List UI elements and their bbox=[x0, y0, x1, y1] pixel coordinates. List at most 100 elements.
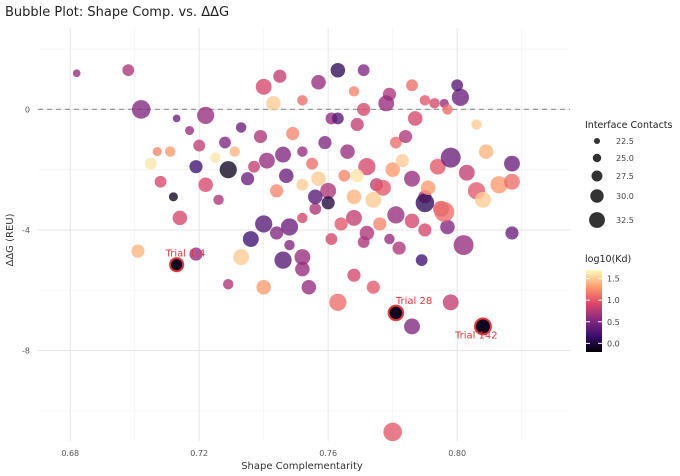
bubble bbox=[406, 79, 418, 92]
bubble bbox=[229, 146, 240, 157]
bubble bbox=[280, 218, 299, 236]
bubble bbox=[440, 219, 455, 235]
bubble bbox=[306, 157, 318, 170]
bubble bbox=[429, 98, 440, 109]
size-legend-label: 32.5 bbox=[616, 216, 634, 225]
bubble bbox=[168, 192, 178, 202]
bubble bbox=[378, 95, 395, 112]
bubble bbox=[419, 95, 431, 106]
bubble bbox=[301, 279, 317, 295]
bubble bbox=[384, 233, 395, 245]
bubble bbox=[340, 144, 355, 159]
bubble bbox=[504, 155, 520, 172]
bubble bbox=[248, 160, 260, 173]
bubble bbox=[429, 158, 446, 175]
bubble bbox=[385, 162, 400, 177]
bubble bbox=[279, 168, 294, 183]
bubble bbox=[420, 180, 436, 196]
bubble bbox=[275, 146, 291, 163]
x-tick-label: 0.76 bbox=[319, 449, 337, 458]
bubble bbox=[451, 88, 469, 106]
bubble bbox=[274, 251, 292, 269]
bubble bbox=[297, 146, 308, 157]
bubble bbox=[357, 236, 370, 248]
bubble bbox=[242, 231, 259, 247]
bubble bbox=[471, 119, 482, 130]
bubble bbox=[418, 223, 432, 237]
annotation-label: Trial 28 bbox=[395, 296, 432, 307]
color-legend-label: 0.0 bbox=[607, 339, 620, 348]
annotations: Trial 1:4 Trial 28 Trial 142 bbox=[165, 249, 498, 342]
bubble bbox=[320, 182, 337, 199]
size-legend-swatch bbox=[593, 137, 601, 145]
bubble bbox=[172, 210, 188, 226]
bubble bbox=[387, 206, 405, 224]
annotation-label: Trial 1:4 bbox=[165, 249, 206, 260]
highlighted-bubble bbox=[387, 304, 405, 322]
bubble bbox=[407, 111, 423, 126]
bubble bbox=[219, 161, 237, 179]
bubble bbox=[415, 193, 435, 213]
y-axis-title: ΔΔG (REU) bbox=[5, 213, 16, 266]
bubble bbox=[350, 169, 364, 183]
bubble bbox=[152, 147, 162, 157]
bubble bbox=[357, 102, 371, 116]
bubble bbox=[318, 135, 332, 150]
bubble bbox=[442, 104, 453, 115]
bubble bbox=[475, 191, 491, 208]
bubble bbox=[404, 170, 420, 187]
bubble bbox=[490, 176, 508, 194]
bubble bbox=[398, 129, 413, 144]
bubble bbox=[273, 69, 287, 83]
y-tick-label: -8 bbox=[22, 347, 30, 356]
bubble bbox=[334, 217, 348, 231]
size-legend-label: 30.0 bbox=[616, 192, 634, 201]
bubble bbox=[189, 247, 203, 261]
color-legend-label: 1.0 bbox=[607, 296, 620, 305]
size-legend-title: Interface Contacts bbox=[585, 120, 673, 131]
bubble bbox=[213, 194, 224, 206]
x-axis: 0.68 0.72 0.76 0.80 bbox=[61, 449, 466, 458]
bubble bbox=[347, 268, 361, 282]
bubble bbox=[210, 152, 221, 163]
bubble bbox=[389, 136, 402, 149]
bubble bbox=[357, 64, 370, 77]
bubble bbox=[253, 129, 268, 144]
bubble bbox=[504, 173, 520, 190]
bubble bbox=[131, 244, 145, 258]
bubble bbox=[308, 189, 323, 205]
bubble bbox=[451, 79, 464, 92]
bubble bbox=[404, 213, 420, 229]
grid bbox=[38, 28, 570, 441]
bubble bbox=[442, 294, 459, 311]
x-tick-label: 0.68 bbox=[61, 449, 79, 458]
x-tick-label: 0.72 bbox=[190, 449, 208, 458]
color-legend-label: 1.5 bbox=[607, 275, 620, 284]
highlighted-bubble bbox=[474, 317, 492, 336]
y-tick-label: 0 bbox=[25, 105, 30, 114]
bubble bbox=[478, 144, 494, 159]
y-axis: 0 -4 -8 bbox=[22, 105, 30, 355]
size-legend-swatch bbox=[591, 170, 603, 182]
bubble bbox=[505, 226, 519, 240]
bubble bbox=[131, 100, 151, 119]
bubble bbox=[321, 196, 335, 210]
bubble bbox=[172, 114, 181, 123]
bubble bbox=[258, 152, 275, 169]
bubble bbox=[348, 86, 360, 97]
bubble bbox=[266, 96, 281, 111]
bubble bbox=[440, 147, 461, 168]
bubble bbox=[458, 164, 475, 181]
bubble bbox=[223, 279, 234, 290]
bubble bbox=[154, 175, 167, 188]
bubble bbox=[193, 139, 206, 152]
size-legend-label: 25.0 bbox=[616, 154, 634, 163]
bubble bbox=[346, 209, 362, 226]
color-legend-title: log10(Kd) bbox=[585, 254, 631, 265]
color-legend-label: 0.5 bbox=[607, 318, 620, 327]
x-axis-title: Shape Complementarity bbox=[241, 461, 363, 472]
bubble bbox=[164, 146, 176, 157]
bubble bbox=[189, 160, 203, 174]
bubble bbox=[358, 158, 376, 176]
